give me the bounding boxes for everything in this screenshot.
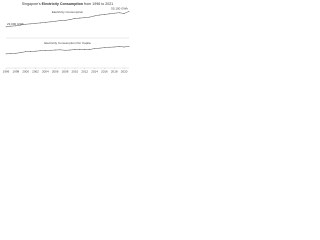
point <box>89 16 91 18</box>
point <box>94 48 95 50</box>
point <box>10 53 12 54</box>
point <box>69 19 71 21</box>
point <box>59 20 61 22</box>
panel-title: Electricity Consumption Per Capita <box>44 41 91 45</box>
point <box>25 23 27 25</box>
title-suffix: from 1996 to 2021 <box>84 2 113 6</box>
x-tick-label: 2016 <box>101 69 108 73</box>
point <box>64 19 66 21</box>
point <box>104 47 105 49</box>
point <box>15 52 17 54</box>
point <box>5 53 7 55</box>
point <box>59 49 61 51</box>
point <box>10 25 12 27</box>
x-tick-label: 1996 <box>3 69 10 73</box>
point <box>113 46 115 48</box>
point <box>99 47 100 49</box>
point <box>25 51 27 53</box>
point <box>30 51 31 52</box>
point <box>118 46 120 47</box>
point <box>35 50 36 52</box>
point <box>118 12 120 14</box>
point <box>49 49 51 51</box>
point <box>64 49 66 51</box>
x-tick-label: 2000 <box>22 69 29 73</box>
point <box>89 49 91 50</box>
point <box>44 21 46 23</box>
point <box>128 45 130 47</box>
point <box>128 10 130 12</box>
point <box>35 22 36 24</box>
point <box>99 14 100 16</box>
x-tick-label: 2006 <box>52 69 59 73</box>
point <box>113 12 115 14</box>
x-tick-label: 2010 <box>72 69 79 73</box>
x-tick-label: 2020 <box>121 69 128 73</box>
point <box>40 22 41 24</box>
point <box>79 49 81 50</box>
panel-title: Electricity Consumption <box>52 10 84 14</box>
point <box>20 24 22 26</box>
x-tick-label: 2018 <box>111 69 118 73</box>
point <box>44 50 46 51</box>
point <box>74 18 76 19</box>
point <box>123 13 125 14</box>
point <box>20 52 22 53</box>
point <box>74 49 76 50</box>
chart: Singapore's Electricity Consumption from… <box>3 2 130 73</box>
point <box>84 49 86 50</box>
point <box>123 46 125 48</box>
point <box>79 17 81 19</box>
x-tick-label: 2004 <box>42 69 49 73</box>
series-line <box>5 11 130 28</box>
point <box>54 20 56 22</box>
point <box>94 15 95 17</box>
title-prefix: Singapore's <box>22 2 41 6</box>
point <box>108 46 110 48</box>
point <box>49 21 51 23</box>
point <box>5 26 7 28</box>
title-bold: Electricity Consumption <box>42 2 83 6</box>
point <box>15 25 17 27</box>
x-tick-label: 2014 <box>91 69 98 73</box>
x-tick-label: 2002 <box>32 69 39 73</box>
point <box>54 49 56 51</box>
x-tick-label: 1998 <box>12 69 19 73</box>
series-line <box>5 46 130 55</box>
point <box>108 13 110 15</box>
point <box>104 14 105 15</box>
value-label: 55,100 GWh <box>111 7 128 11</box>
point <box>40 50 41 52</box>
point <box>84 17 86 19</box>
page-title: Singapore's Electricity Consumption from… <box>22 2 113 6</box>
point <box>30 23 31 25</box>
x-tick-label: 2012 <box>81 69 88 73</box>
x-tick-label: 2008 <box>62 69 69 73</box>
value-label: 23,000 GWh <box>7 22 24 26</box>
point <box>69 49 71 51</box>
